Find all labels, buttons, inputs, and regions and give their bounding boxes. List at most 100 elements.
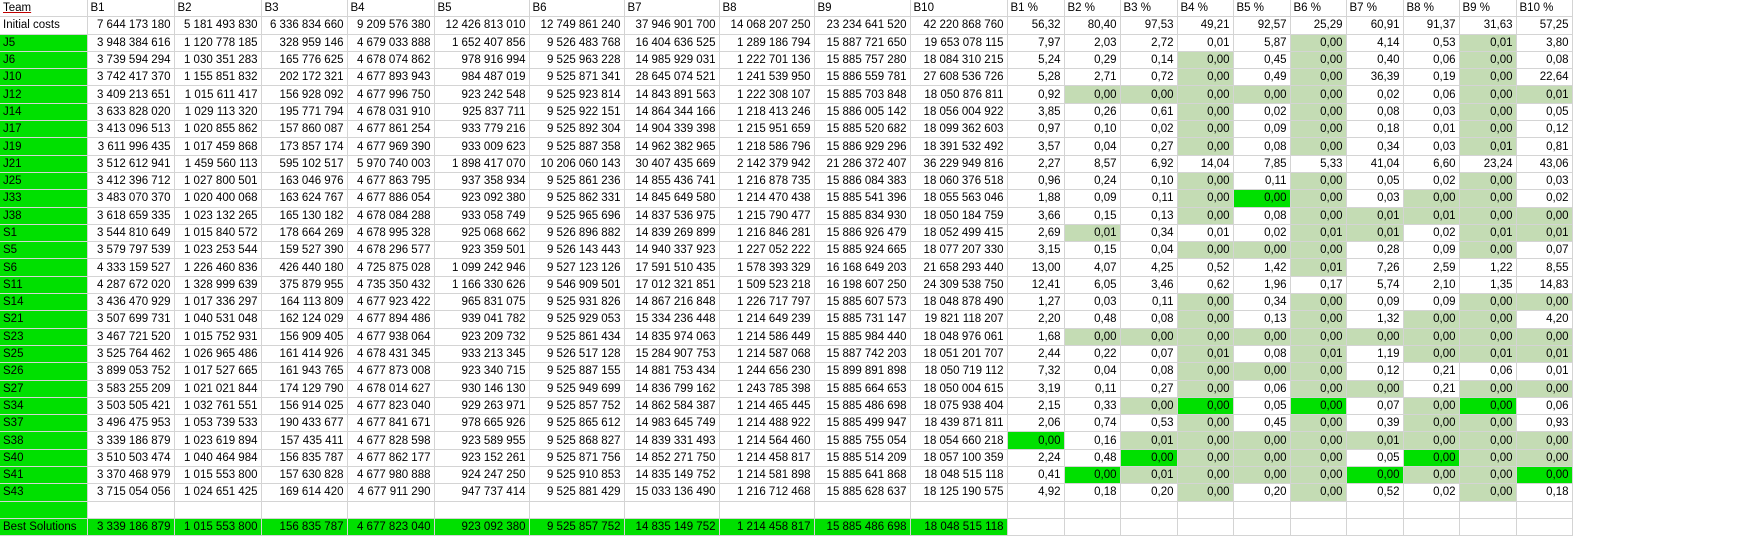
cost-cell[interactable]: 14 855 436 741: [624, 172, 720, 191]
empty-cell[interactable]: [719, 501, 815, 519]
percent-cell[interactable]: 0,28: [1346, 241, 1404, 260]
cost-cell[interactable]: 1 214 586 449: [719, 328, 815, 346]
cost-cell[interactable]: 9 525 871 756: [529, 449, 625, 468]
cost-cell[interactable]: 4 678 084 288: [347, 207, 435, 225]
percent-cell[interactable]: 0,01: [1459, 345, 1517, 364]
empty-cell[interactable]: [434, 501, 530, 519]
percent-cell[interactable]: 2,24: [1007, 449, 1065, 468]
percent-cell[interactable]: 0,08: [1233, 345, 1291, 364]
team-cell[interactable]: J38: [0, 207, 88, 225]
percent-cell[interactable]: 0,00: [1516, 293, 1573, 312]
percent-cell[interactable]: 0,00: [1177, 85, 1234, 104]
percent-cell[interactable]: 8,57: [1064, 155, 1121, 173]
percent-cell[interactable]: 0,00: [1290, 293, 1347, 312]
cost-cell[interactable]: 6 336 834 660: [261, 16, 348, 35]
percent-cell[interactable]: 0,00: [1459, 207, 1517, 225]
percent-cell[interactable]: 0,00: [1459, 103, 1517, 122]
percent-cell[interactable]: 0,00: [1459, 85, 1517, 104]
percent-cell[interactable]: 3,46: [1120, 276, 1178, 295]
cost-cell[interactable]: 1 155 851 832: [174, 68, 262, 87]
cost-cell[interactable]: 9 525 857 752: [529, 397, 625, 416]
cost-cell[interactable]: 18 077 207 330: [910, 241, 1008, 260]
cost-cell[interactable]: 14 845 649 580: [624, 189, 720, 208]
row-label[interactable]: Best Solutions: [0, 518, 88, 536]
percent-cell[interactable]: 0,01: [1459, 137, 1517, 156]
percent-cell[interactable]: 0,00: [1120, 85, 1178, 104]
percent-cell[interactable]: 3,66: [1007, 207, 1065, 225]
cost-cell[interactable]: 15 885 541 396: [814, 189, 911, 208]
team-cell[interactable]: J19: [0, 137, 88, 156]
column-header[interactable]: B1: [87, 0, 175, 18]
team-cell[interactable]: J33: [0, 189, 88, 208]
cost-cell[interactable]: 1 216 712 468: [719, 483, 815, 502]
cost-cell[interactable]: 178 664 269: [261, 224, 348, 243]
percent-cell[interactable]: 0,00: [1459, 380, 1517, 398]
best-cost-cell[interactable]: 3 339 186 879: [87, 518, 175, 536]
cost-cell[interactable]: 9 526 896 882: [529, 224, 625, 243]
cost-cell[interactable]: 162 124 029: [261, 310, 348, 329]
cost-cell[interactable]: 14 940 337 923: [624, 241, 720, 260]
cost-cell[interactable]: 190 433 677: [261, 414, 348, 433]
percent-cell[interactable]: 0,00: [1064, 85, 1121, 104]
percent-cell[interactable]: 1,35: [1459, 276, 1517, 295]
percent-cell[interactable]: 0,06: [1403, 85, 1460, 104]
cost-cell[interactable]: 19 653 078 115: [910, 34, 1008, 52]
cost-cell[interactable]: 9 525 861 236: [529, 172, 625, 191]
percent-cell[interactable]: 97,53: [1120, 16, 1178, 35]
cost-cell[interactable]: 9 525 862 331: [529, 189, 625, 208]
cost-cell[interactable]: 14 862 584 387: [624, 397, 720, 416]
percent-cell[interactable]: 0,00: [1290, 431, 1347, 450]
percent-cell[interactable]: 4,07: [1064, 258, 1121, 277]
cost-cell[interactable]: 9 526 517 128: [529, 345, 625, 364]
cost-cell[interactable]: 925 068 662: [434, 224, 530, 243]
cost-cell[interactable]: 1 027 800 501: [174, 172, 262, 191]
percent-cell[interactable]: 0,00: [1233, 449, 1291, 468]
empty-cell[interactable]: [261, 501, 348, 519]
cost-cell[interactable]: 4 677 923 422: [347, 293, 435, 312]
percent-cell[interactable]: 0,00: [1177, 51, 1234, 70]
cost-cell[interactable]: 202 172 321: [261, 68, 348, 87]
empty-cell[interactable]: [87, 501, 175, 519]
percent-cell[interactable]: 0,03: [1403, 137, 1460, 156]
percent-cell[interactable]: 2,59: [1403, 258, 1460, 277]
percent-cell[interactable]: 0,01: [1290, 258, 1347, 277]
cost-cell[interactable]: 15 885 755 054: [814, 431, 911, 450]
percent-cell[interactable]: 6,92: [1120, 155, 1178, 173]
percent-cell[interactable]: 0,01: [1459, 224, 1517, 243]
cost-cell[interactable]: 3 948 384 616: [87, 34, 175, 52]
cost-cell[interactable]: 1 017 459 868: [174, 137, 262, 156]
percent-cell[interactable]: 0,00: [1516, 449, 1573, 468]
percent-cell[interactable]: 0,05: [1233, 397, 1291, 416]
cost-cell[interactable]: 3 544 810 649: [87, 224, 175, 243]
cost-cell[interactable]: 18 084 310 215: [910, 51, 1008, 70]
percent-cell[interactable]: 0,00: [1233, 85, 1291, 104]
team-cell[interactable]: S5: [0, 241, 88, 260]
percent-cell[interactable]: 0,00: [1064, 328, 1121, 346]
cost-cell[interactable]: 14 839 269 899: [624, 224, 720, 243]
cost-cell[interactable]: 1 040 531 048: [174, 310, 262, 329]
percent-cell[interactable]: 0,00: [1403, 449, 1460, 468]
empty-cell[interactable]: [1516, 501, 1573, 519]
percent-cell[interactable]: 0,00: [1233, 466, 1291, 485]
percent-cell[interactable]: 0,00: [1177, 68, 1234, 87]
cost-cell[interactable]: 1 218 586 796: [719, 137, 815, 156]
empty-cell[interactable]: [1007, 501, 1065, 519]
percent-cell[interactable]: 0,04: [1064, 137, 1121, 156]
cost-cell[interactable]: 9 525 887 358: [529, 137, 625, 156]
cost-cell[interactable]: 15 885 703 848: [814, 85, 911, 104]
cost-cell[interactable]: 9 527 123 126: [529, 258, 625, 277]
cost-cell[interactable]: 933 058 749: [434, 207, 530, 225]
cost-cell[interactable]: 1 099 242 946: [434, 258, 530, 277]
percent-cell[interactable]: 0,00: [1177, 310, 1234, 329]
cost-cell[interactable]: 3 618 659 335: [87, 207, 175, 225]
cost-cell[interactable]: 4 678 031 910: [347, 103, 435, 122]
percent-cell[interactable]: 0,01: [1516, 85, 1573, 104]
percent-cell[interactable]: 0,00: [1516, 431, 1573, 450]
cost-cell[interactable]: 15 885 514 209: [814, 449, 911, 468]
cost-cell[interactable]: 14 837 536 975: [624, 207, 720, 225]
cost-cell[interactable]: 4 678 014 627: [347, 380, 435, 398]
cost-cell[interactable]: 15 885 520 682: [814, 120, 911, 139]
percent-cell[interactable]: 2,71: [1064, 68, 1121, 87]
team-cell[interactable]: S14: [0, 293, 88, 312]
percent-cell[interactable]: 0,00: [1459, 68, 1517, 87]
